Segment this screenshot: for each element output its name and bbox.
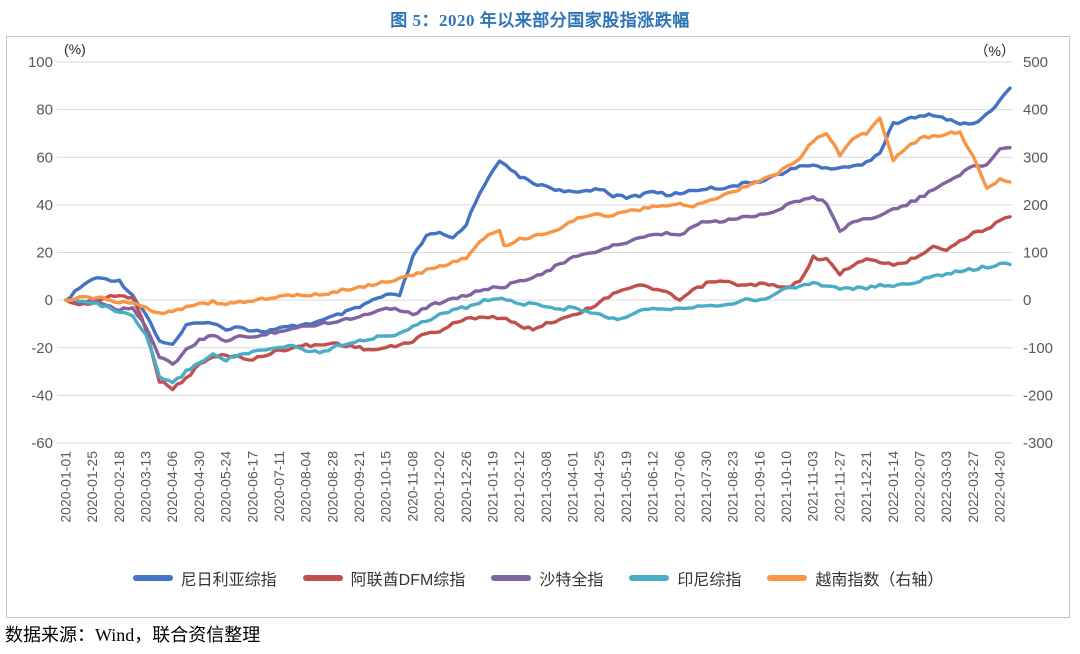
x-axis-tick: 2022-02-07 xyxy=(911,451,927,523)
x-axis-tick: 2021-03-08 xyxy=(538,451,554,523)
series-line-nigeria xyxy=(64,86,1012,346)
x-axis-tick: 2021-05-19 xyxy=(618,451,634,523)
figure-title: 图 5：2020 年以来部分国家股指涨跌幅 xyxy=(390,11,690,30)
series-line-indonesia xyxy=(64,261,1012,385)
x-axis-tick: 2021-11-03 xyxy=(805,451,821,522)
legend-label-indonesia: 印尼综指 xyxy=(677,572,742,589)
left-axis-tick: 60 xyxy=(36,149,53,166)
x-axis-tick: 2021-11-27 xyxy=(831,451,847,522)
x-axis-tick: 2021-12-21 xyxy=(858,451,874,523)
x-axis-tick: 2020-11-08 xyxy=(404,451,420,522)
left-axis-unit-label: (%) xyxy=(64,41,86,57)
x-axis-tick: 2022-03-03 xyxy=(938,451,954,523)
x-axis-tick: 2021-09-16 xyxy=(751,451,767,523)
legend-swatch-indonesia xyxy=(629,575,670,581)
x-axis-tick: 2021-10-10 xyxy=(778,451,794,523)
legend-swatch-nigeria xyxy=(132,575,173,581)
chart-canvas: 100 500 80 400 60 300 40 200 20 100 0 0 -20 -100 -40 -2… xyxy=(28,54,1053,523)
x-axis-tick: 2021-04-01 xyxy=(565,451,581,523)
x-axis-tick: 2020-08-04 xyxy=(298,451,314,523)
x-axis-tick: 2020-06-17 xyxy=(244,451,260,523)
right-axis-tick: 400 xyxy=(1023,102,1048,119)
legend-label-vietnam: 越南指数（右轴） xyxy=(815,572,944,589)
legend-swatch-vietnam xyxy=(767,575,808,581)
right-axis-unit-label: （%） xyxy=(974,43,1015,59)
x-axis-tick: 2020-12-02 xyxy=(431,451,447,523)
x-axis-tick: 2022-03-27 xyxy=(965,451,981,523)
legend-label-saudi: 沙特全指 xyxy=(539,572,604,589)
legend-label-nigeria: 尼日利亚综指 xyxy=(180,572,277,589)
x-axis-tick: 2021-01-19 xyxy=(484,451,500,523)
x-axis-tick: 2022-01-14 xyxy=(885,451,901,523)
legend-item-saudi: 沙特全指 xyxy=(491,566,603,590)
left-axis-tick: 100 xyxy=(28,54,53,71)
x-axis-tick: 2021-07-30 xyxy=(698,451,714,523)
x-axis-tick: 2021-07-06 xyxy=(671,451,687,523)
x-axis-tick: 2021-08-23 xyxy=(725,451,741,523)
x-axis-tick: 2020-02-18 xyxy=(111,451,127,523)
right-axis-tick: 0 xyxy=(1023,292,1031,309)
series-line-vietnam xyxy=(64,116,1012,316)
left-axis-tick: -60 xyxy=(31,435,53,452)
right-axis-tick: 500 xyxy=(1023,54,1048,71)
left-axis-tick: 40 xyxy=(36,197,53,214)
left-axis-tick: 80 xyxy=(36,102,53,119)
legend-swatch-saudi xyxy=(491,575,532,581)
series-line-uae-dfm xyxy=(64,215,1012,392)
x-axis-tick: 2020-04-30 xyxy=(191,451,207,523)
legend-swatch-uae-dfm xyxy=(302,575,343,581)
x-axis-tick: 2020-01-25 xyxy=(84,451,100,523)
legend-item-indonesia: 印尼综指 xyxy=(629,566,741,590)
x-axis-tick: 2020-07-11 xyxy=(271,451,287,522)
left-axis-tick: -20 xyxy=(31,340,53,357)
x-axis-tick: 2020-03-13 xyxy=(138,451,154,523)
x-axis-tick: 2021-06-12 xyxy=(645,451,661,523)
legend-item-vietnam: 越南指数（右轴） xyxy=(767,566,943,590)
legend-item-uae-dfm: 阿联酋DFM综指 xyxy=(302,566,466,590)
right-axis-tick: 300 xyxy=(1023,149,1048,166)
x-axis-tick: 2020-12-26 xyxy=(458,451,474,523)
legend-label-uae-dfm: 阿联酋DFM综指 xyxy=(350,572,466,589)
x-axis-tick: 2021-04-25 xyxy=(591,451,607,523)
x-axis-tick: 2020-10-15 xyxy=(378,451,394,523)
left-axis-tick: -40 xyxy=(31,387,53,404)
right-axis-tick: 100 xyxy=(1023,245,1048,262)
chart-frame: 100 500 80 400 60 300 40 200 20 100 0 0 -20 -100 -40 -2… xyxy=(6,36,1070,618)
x-axis-tick: 2020-05-24 xyxy=(218,451,234,523)
left-axis-tick: 20 xyxy=(36,245,53,262)
x-axis-tick: 2020-09-21 xyxy=(351,451,367,523)
x-axis-tick: 2020-01-01 xyxy=(58,451,74,523)
right-axis-tick: -200 xyxy=(1023,387,1053,404)
data-source-note: 数据来源：Wind，联合资信整理 xyxy=(5,625,261,645)
x-axis-tick: 2020-08-28 xyxy=(324,451,340,523)
legend: 尼日利亚综指 阿联酋DFM综指 沙特全指 印尼综指 越南指数（右轴） xyxy=(7,566,1069,590)
series-line-saudi xyxy=(64,146,1012,366)
x-axis-tick: 2022-04-20 xyxy=(992,451,1008,523)
right-axis-tick: -300 xyxy=(1023,435,1053,452)
x-axis-tick: 2021-02-12 xyxy=(511,451,527,523)
x-axis-tick: 2020-04-06 xyxy=(164,451,180,523)
right-axis-tick: 200 xyxy=(1023,197,1048,214)
legend-item-nigeria: 尼日利亚综指 xyxy=(132,566,277,590)
right-axis-tick: -100 xyxy=(1023,340,1053,357)
left-axis-tick: 0 xyxy=(45,292,53,309)
